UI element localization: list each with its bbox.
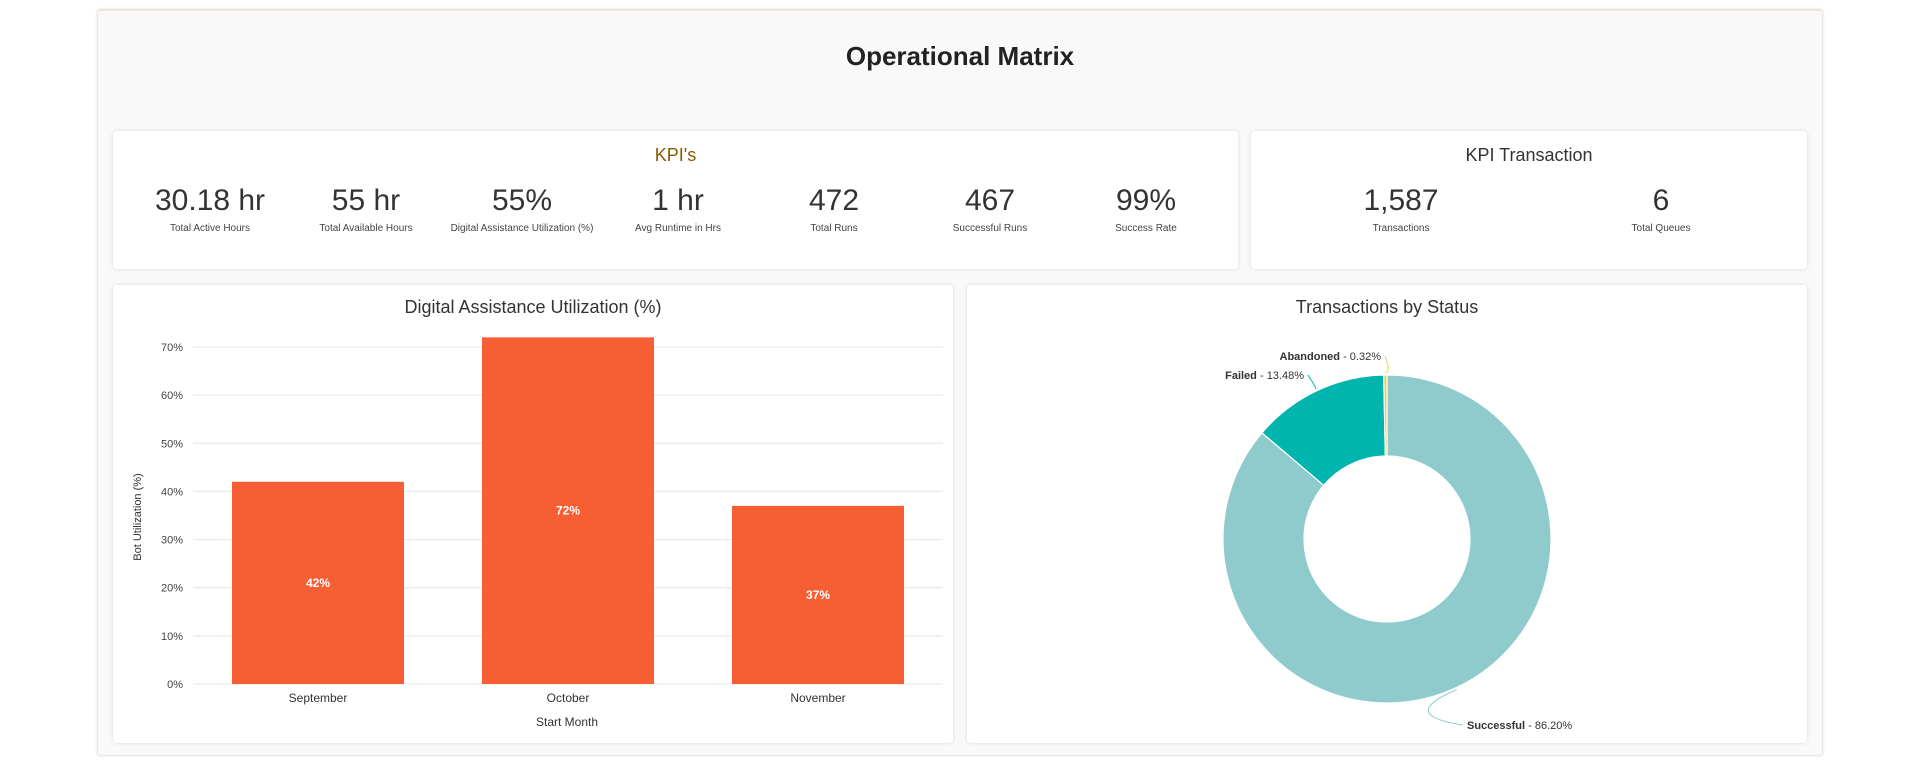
donut-label-separator: -: [1525, 720, 1535, 732]
donut-slice-label: Successful - 86.20%: [1467, 720, 1572, 732]
kpi-value: 99%: [1115, 184, 1177, 217]
kpi-transaction-item: 6 Total Queues: [1571, 183, 1751, 234]
kpi-label: Total Active Hours: [169, 223, 251, 234]
kpi-card: KPI's 30.18 hr Total Active Hours 55 hr Tot…: [113, 131, 1238, 269]
kpi-item: 99% Success Rate: [1056, 183, 1236, 234]
donut-slice-percent: 13.48%: [1267, 370, 1305, 382]
y-tick-label: 20%: [161, 583, 183, 595]
kpi-value: 55%: [491, 184, 553, 217]
donut-slice-successful: [1222, 374, 1552, 704]
transactions-status-card: Transactions by Status Successful - 86.2…: [967, 285, 1807, 743]
kpi-label: Total Available Hours: [319, 223, 413, 234]
donut-chart-title: Transactions by Status: [1295, 297, 1479, 317]
donut-slice-name: Failed: [1225, 370, 1257, 382]
dashboard-frame: Operational Matrix KPI's 30.18 hr Total A…: [98, 10, 1822, 755]
donut-leader-line: [1307, 374, 1317, 390]
donut-leader-line: [1384, 355, 1389, 374]
bar-data-label: 42%: [306, 576, 330, 590]
kpi-value: 1 hr: [652, 184, 704, 217]
bar-chart-title: Digital Assistance Utilization (%): [404, 297, 662, 317]
x-tick-label: September: [289, 691, 348, 705]
kpi-transaction-value: 6: [1652, 184, 1670, 217]
donut-slice-name: Abandoned: [1280, 351, 1341, 363]
kpi-card-title: KPI's: [654, 145, 697, 165]
y-tick-label: 0%: [167, 679, 183, 691]
kpi-item: 30.18 hr Total Active Hours: [120, 183, 300, 234]
donut-slice-abandoned: [1383, 374, 1388, 457]
bar: [732, 505, 904, 684]
bar: [232, 481, 404, 684]
donut-chart: Successful - 86.20% Failed - 13.48% Abando…: [1222, 351, 1572, 732]
y-tick-label: 10%: [161, 631, 183, 643]
bar-data-label: 37%: [806, 588, 830, 602]
utilization-chart-card: Digital Assistance Utilization (%) Bot U…: [113, 285, 953, 743]
donut-slice-label: Failed - 13.48%: [1225, 370, 1304, 382]
kpi-label: Successful Runs: [952, 223, 1028, 234]
kpi-item: 467 Successful Runs: [900, 183, 1080, 234]
kpi-value: 472: [808, 184, 860, 217]
x-tick-label: November: [790, 691, 845, 705]
kpi-value: 55 hr: [331, 184, 401, 217]
kpi-transaction-value: 1,587: [1363, 184, 1439, 217]
kpi-label: Avg Runtime in Hrs: [635, 223, 721, 234]
y-axis-label: Bot Utilization (%): [132, 473, 144, 560]
donut-slice-name: Successful: [1467, 720, 1525, 732]
y-tick-label: 60%: [161, 390, 183, 402]
kpi-label: Total Runs: [810, 223, 858, 234]
donut-leader-line: [1427, 689, 1464, 726]
kpi-item: 55% Digital Assistance Utilization (%): [432, 183, 612, 234]
kpi-label: Success Rate: [1115, 223, 1177, 234]
kpi-transaction-title: KPI Transaction: [1465, 145, 1593, 165]
kpi-item: 472 Total Runs: [744, 183, 924, 234]
kpi-transaction-card: KPI Transaction 1,587 Transactions 6 Total …: [1251, 131, 1807, 269]
donut-label-separator: -: [1257, 370, 1267, 382]
bar-data-label: 72%: [556, 504, 580, 518]
kpi-transaction-label: Total Queues: [1631, 223, 1691, 234]
kpi-value: 30.18 hr: [154, 184, 266, 217]
kpi-item: 55 hr Total Available Hours: [276, 183, 456, 234]
y-tick-label: 50%: [161, 438, 183, 450]
donut-label-separator: -: [1340, 351, 1350, 363]
y-tick-label: 30%: [161, 535, 183, 547]
donut-slice-percent: 86.20%: [1535, 720, 1573, 732]
bar: [482, 337, 654, 684]
y-tick-label: 40%: [161, 486, 183, 498]
bar-chart: Bot Utilization (%) Start Month 0% 10% 20%…: [132, 337, 943, 729]
kpi-value: 467: [964, 184, 1016, 217]
donut-slice-label: Abandoned - 0.32%: [1280, 351, 1382, 363]
x-axis-label: Start Month: [536, 715, 598, 729]
page-title: Operational Matrix: [845, 41, 1075, 71]
kpi-label: Digital Assistance Utilization (%): [450, 223, 594, 234]
kpi-transaction-item: 1,587 Transactions: [1311, 183, 1491, 234]
y-tick-label: 70%: [161, 342, 183, 354]
kpi-transaction-label: Transactions: [1372, 223, 1430, 234]
kpi-item: 1 hr Avg Runtime in Hrs: [588, 183, 768, 234]
donut-slice-percent: 0.32%: [1350, 351, 1381, 363]
x-tick-label: October: [547, 691, 590, 705]
